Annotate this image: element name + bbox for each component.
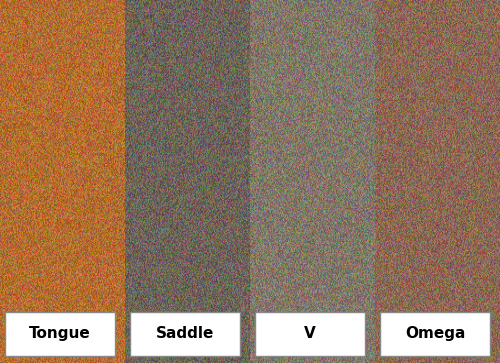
FancyBboxPatch shape bbox=[255, 312, 365, 356]
Text: Omega: Omega bbox=[405, 326, 465, 342]
FancyBboxPatch shape bbox=[380, 312, 490, 356]
Text: V: V bbox=[304, 326, 316, 342]
FancyBboxPatch shape bbox=[5, 312, 115, 356]
FancyBboxPatch shape bbox=[130, 312, 240, 356]
Text: Tongue: Tongue bbox=[29, 326, 91, 342]
Text: Saddle: Saddle bbox=[156, 326, 214, 342]
